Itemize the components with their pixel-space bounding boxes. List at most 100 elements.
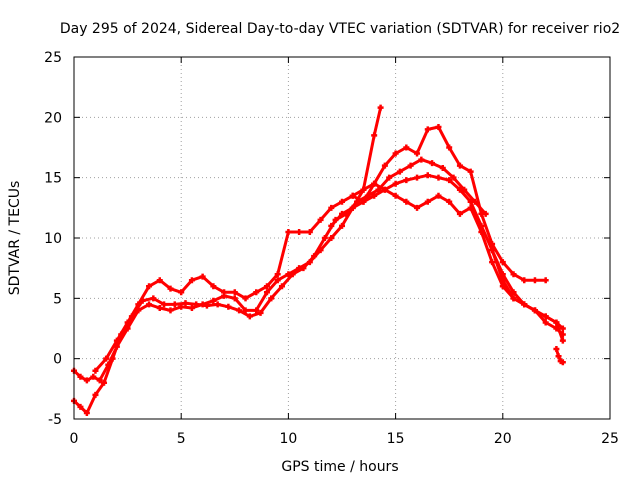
data-point — [236, 307, 243, 314]
data-point — [478, 210, 485, 217]
data-point — [429, 160, 436, 167]
data-point — [489, 247, 496, 254]
x-axis-title: GPS time / hours — [281, 459, 398, 475]
data-point — [381, 186, 388, 193]
data-point — [156, 304, 163, 311]
data-point — [214, 301, 221, 308]
data-point — [339, 198, 345, 205]
data-point — [553, 319, 560, 326]
data-point — [135, 301, 142, 308]
y-tick-label: 0 — [53, 352, 62, 368]
data-point — [521, 277, 528, 284]
data-point — [424, 198, 431, 205]
data-point — [328, 204, 335, 211]
data-point — [456, 186, 463, 193]
data-point — [339, 210, 345, 217]
series-line — [72, 106, 383, 382]
data-point — [156, 277, 163, 284]
data-point — [392, 180, 399, 187]
data-point — [203, 302, 210, 309]
data-point — [467, 198, 474, 205]
data-point — [150, 295, 157, 302]
data-point — [300, 265, 307, 272]
chart-title: Day 295 of 2024, Sidereal Day-to-day VTE… — [60, 21, 620, 37]
y-tick-label: -5 — [48, 412, 62, 428]
data-point — [467, 204, 474, 211]
data-point — [392, 192, 399, 199]
y-axis-title: SDTVAR / TECUs — [7, 181, 23, 296]
data-point — [124, 319, 131, 326]
data-point — [178, 289, 185, 296]
data-point — [559, 325, 566, 332]
data-point — [328, 235, 335, 241]
data-point — [435, 192, 442, 199]
data-point — [510, 295, 517, 302]
data-point — [101, 379, 108, 386]
data-point — [555, 353, 562, 360]
data-point — [542, 313, 549, 320]
data-point — [167, 307, 174, 314]
grid-lines — [74, 57, 610, 419]
data-point — [450, 174, 457, 181]
series-track-6 — [489, 247, 566, 338]
data-point — [489, 259, 496, 266]
data-point — [83, 409, 90, 416]
data-point — [96, 377, 103, 384]
data-point — [371, 180, 378, 187]
data-point — [559, 337, 566, 344]
x-tick-label: 0 — [70, 431, 79, 447]
series-track-7 — [553, 346, 566, 366]
data-point — [263, 289, 270, 296]
data-point — [499, 259, 506, 266]
data-point — [328, 222, 335, 229]
data-point — [210, 297, 217, 304]
data-point — [109, 355, 116, 362]
data-point — [246, 313, 253, 320]
data-point — [90, 373, 97, 380]
data-point — [478, 228, 485, 235]
data-point — [542, 319, 549, 326]
data-point — [221, 289, 228, 296]
data-point — [274, 277, 281, 284]
data-point — [439, 165, 446, 172]
data-point — [414, 174, 421, 181]
x-tick-label: 5 — [177, 431, 186, 447]
data-point — [188, 304, 195, 311]
x-tick-label: 15 — [387, 431, 405, 447]
data-point — [171, 301, 178, 308]
data-point — [167, 285, 174, 292]
data-point — [225, 303, 232, 310]
data-point — [392, 150, 399, 157]
data-point — [414, 204, 421, 211]
data-point — [553, 346, 560, 353]
x-tick-label: 10 — [279, 431, 297, 447]
data-point — [349, 204, 356, 211]
data-point — [146, 283, 153, 290]
data-point — [531, 307, 538, 314]
data-point — [83, 377, 90, 384]
data-point — [339, 222, 345, 229]
data-point — [242, 295, 249, 302]
data-point — [103, 355, 110, 362]
data-point — [407, 162, 414, 169]
data-point — [435, 123, 442, 130]
data-point — [553, 325, 560, 332]
data-point — [371, 132, 378, 139]
y-tick-label: 10 — [44, 231, 62, 247]
data-point — [424, 172, 431, 179]
data-point — [381, 162, 388, 169]
data-point — [456, 162, 463, 169]
data-point — [349, 192, 356, 199]
data-point — [253, 307, 260, 314]
data-point — [559, 331, 566, 338]
data-point — [510, 271, 517, 278]
y-tick-label: 20 — [44, 110, 62, 126]
data-point — [360, 186, 367, 193]
data-point — [403, 144, 410, 151]
data-point — [182, 300, 189, 307]
data-point — [193, 301, 200, 308]
x-tick-label: 25 — [601, 431, 619, 447]
data-point — [161, 301, 168, 308]
data-point — [542, 277, 549, 284]
